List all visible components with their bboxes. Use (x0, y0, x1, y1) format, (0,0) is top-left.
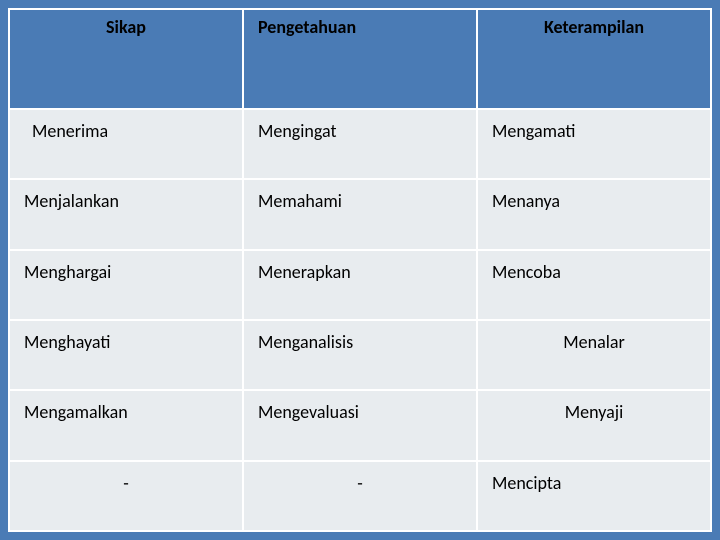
cell: Mengevaluasi (243, 390, 477, 460)
cell: Mencipta (477, 461, 711, 531)
cell: Mengingat (243, 109, 477, 179)
cell: Menalar (477, 320, 711, 390)
table-row: Mengamalkan Mengevaluasi Menyaji (9, 390, 711, 460)
learning-table: Sikap Pengetahuan Keterampilan Menerima … (8, 8, 712, 532)
table-row: Menjalankan Memahami Menanya (9, 179, 711, 249)
cell: Memahami (243, 179, 477, 249)
cell: Menyaji (477, 390, 711, 460)
cell: Menerima (9, 109, 243, 179)
table-row: - - Mencipta (9, 461, 711, 531)
cell: Menghargai (9, 250, 243, 320)
table-row: Menerima Mengingat Mengamati (9, 109, 711, 179)
table-container: Sikap Pengetahuan Keterampilan Menerima … (8, 8, 712, 532)
col-header-keterampilan: Keterampilan (477, 9, 711, 109)
table-header-row: Sikap Pengetahuan Keterampilan (9, 9, 711, 109)
col-header-pengetahuan: Pengetahuan (243, 9, 477, 109)
cell: Menganalisis (243, 320, 477, 390)
cell: Menjalankan (9, 179, 243, 249)
cell: Mengamalkan (9, 390, 243, 460)
cell: - (243, 461, 477, 531)
cell: Menghayati (9, 320, 243, 390)
table-row: Menghayati Menganalisis Menalar (9, 320, 711, 390)
cell: Mencoba (477, 250, 711, 320)
cell: - (9, 461, 243, 531)
cell: Menanya (477, 179, 711, 249)
table-row: Menghargai Menerapkan Mencoba (9, 250, 711, 320)
col-header-sikap: Sikap (9, 9, 243, 109)
cell: Menerapkan (243, 250, 477, 320)
cell: Mengamati (477, 109, 711, 179)
